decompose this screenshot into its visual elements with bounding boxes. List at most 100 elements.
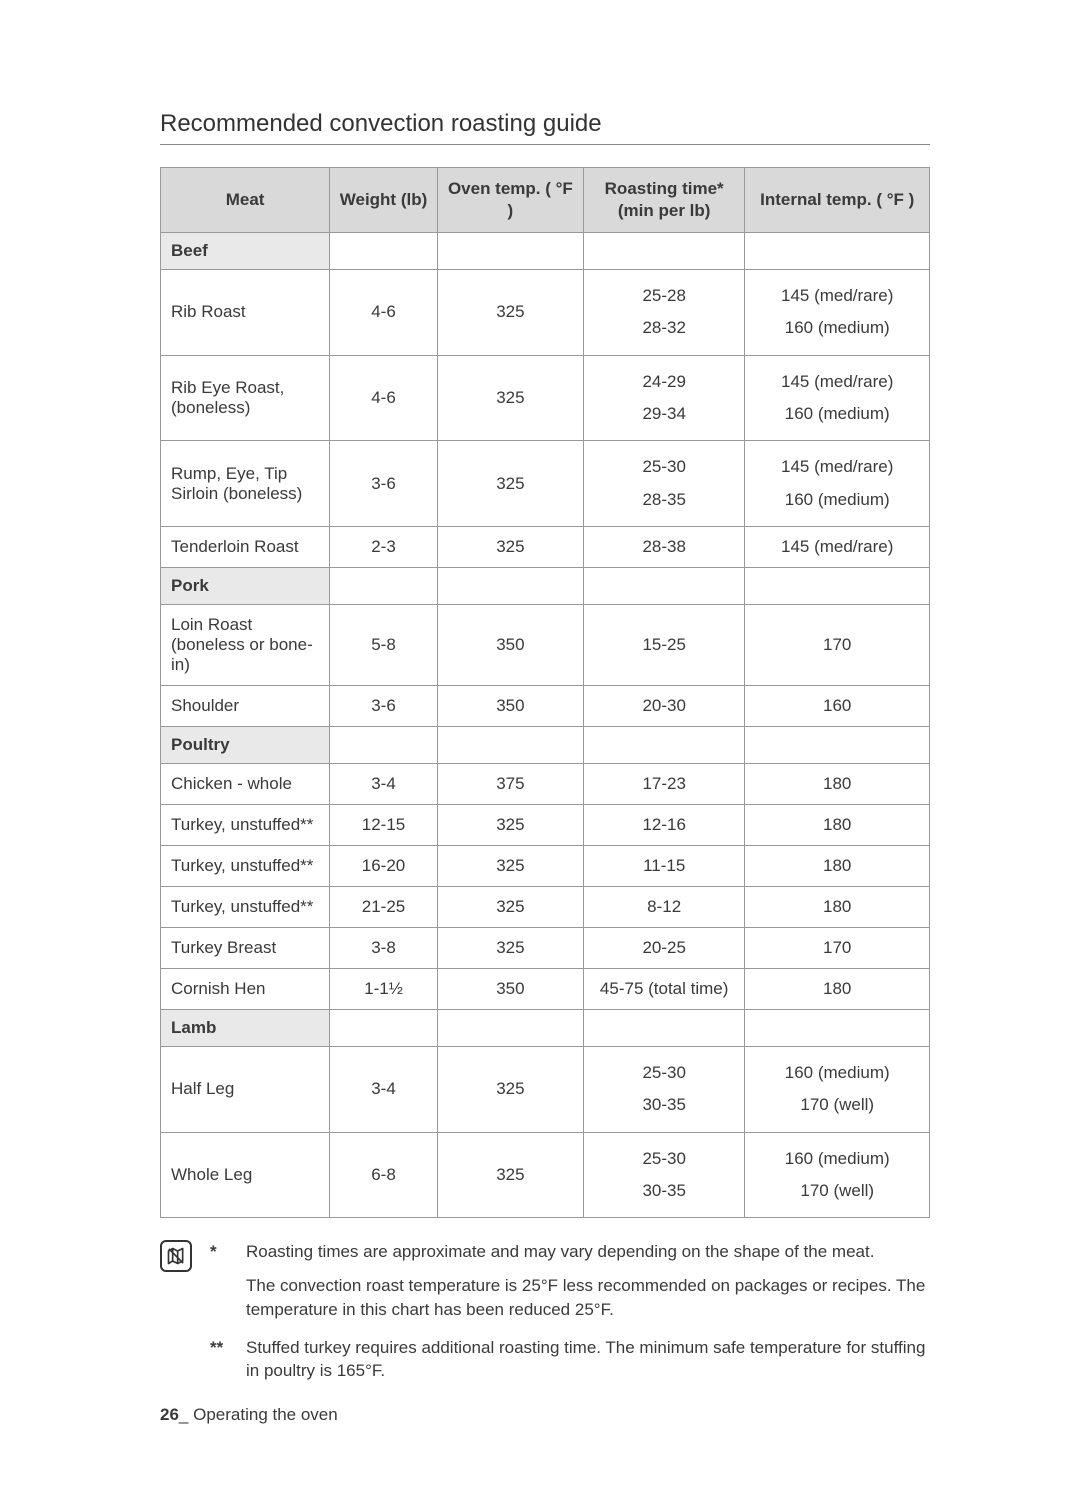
note-row-1: * Roasting times are approximate and may… <box>210 1240 930 1321</box>
page-footer: 26_ Operating the oven <box>160 1405 338 1425</box>
note-text-1a: Roasting times are approximate and may v… <box>246 1240 930 1264</box>
col-header-time: Roasting time* (min per lb) <box>583 168 744 233</box>
cell-oven: 325 <box>437 441 583 527</box>
cell-oven: 325 <box>437 927 583 968</box>
cell-meat: Half Leg <box>161 1046 330 1132</box>
col-header-oven: Oven temp. ( °F ) <box>437 168 583 233</box>
table-row: Rib Roast4-632525-28 28-32145 (med/rare)… <box>161 270 930 356</box>
table-row: Rump, Eye, Tip Sirloin (boneless)3-63252… <box>161 441 930 527</box>
cell-time: 45-75 (total time) <box>583 968 744 1009</box>
table-row: Turkey Breast3-832520-25170 <box>161 927 930 968</box>
category-row: Lamb <box>161 1009 930 1046</box>
cell-internal: 170 <box>745 604 930 685</box>
cell-weight: 2-3 <box>330 526 438 567</box>
cell-oven: 375 <box>437 763 583 804</box>
cell-weight: 4-6 <box>330 270 438 356</box>
table-row: Cornish Hen1-1½35045-75 (total time)180 <box>161 968 930 1009</box>
cell-internal: 170 <box>745 927 930 968</box>
cell-internal: 160 (medium) 170 (well) <box>745 1046 930 1132</box>
cell-time: 20-30 <box>583 685 744 726</box>
category-label: Poultry <box>161 726 330 763</box>
category-label: Pork <box>161 567 330 604</box>
cell-meat: Tenderloin Roast <box>161 526 330 567</box>
category-blank <box>583 1009 744 1046</box>
notes-body: * Roasting times are approximate and may… <box>210 1240 930 1397</box>
col-header-weight: Weight (lb) <box>330 168 438 233</box>
page-number: 26 <box>160 1405 179 1424</box>
table-row: Turkey, unstuffed**21-253258-12180 <box>161 886 930 927</box>
category-label: Lamb <box>161 1009 330 1046</box>
cell-meat: Turkey, unstuffed** <box>161 845 330 886</box>
table-row: Rib Eye Roast, (boneless)4-632524-29 29-… <box>161 355 930 441</box>
cell-weight: 3-6 <box>330 441 438 527</box>
table-header-row: Meat Weight (lb) Oven temp. ( °F ) Roast… <box>161 168 930 233</box>
cell-oven: 325 <box>437 1046 583 1132</box>
table-row: Tenderloin Roast2-332528-38145 (med/rare… <box>161 526 930 567</box>
category-blank <box>330 1009 438 1046</box>
cell-time: 25-30 28-35 <box>583 441 744 527</box>
category-blank <box>437 1009 583 1046</box>
cell-internal: 180 <box>745 886 930 927</box>
cell-internal: 180 <box>745 804 930 845</box>
category-blank <box>745 1009 930 1046</box>
category-blank <box>437 726 583 763</box>
table-row: Half Leg3-432525-30 30-35160 (medium) 17… <box>161 1046 930 1132</box>
note-text: Roasting times are approximate and may v… <box>246 1240 930 1321</box>
cell-meat: Rump, Eye, Tip Sirloin (boneless) <box>161 441 330 527</box>
category-blank <box>330 233 438 270</box>
cell-meat: Shoulder <box>161 685 330 726</box>
cell-meat: Turkey, unstuffed** <box>161 804 330 845</box>
cell-time: 28-38 <box>583 526 744 567</box>
category-blank <box>745 726 930 763</box>
cell-internal: 160 <box>745 685 930 726</box>
cell-weight: 21-25 <box>330 886 438 927</box>
notes-block: * Roasting times are approximate and may… <box>160 1240 930 1397</box>
category-label: Beef <box>161 233 330 270</box>
roasting-table: Meat Weight (lb) Oven temp. ( °F ) Roast… <box>160 167 930 1218</box>
note-text-2: Stuffed turkey requires additional roast… <box>246 1336 930 1384</box>
col-header-meat: Meat <box>161 168 330 233</box>
cell-weight: 5-8 <box>330 604 438 685</box>
category-row: Poultry <box>161 726 930 763</box>
cell-time: 25-28 28-32 <box>583 270 744 356</box>
cell-weight: 3-4 <box>330 763 438 804</box>
footer-label: Operating the oven <box>188 1405 337 1424</box>
cell-weight: 3-6 <box>330 685 438 726</box>
note-mark-2: ** <box>210 1336 232 1384</box>
category-blank <box>330 726 438 763</box>
cell-weight: 16-20 <box>330 845 438 886</box>
note-mark-1: * <box>210 1240 232 1321</box>
cell-oven: 350 <box>437 685 583 726</box>
category-blank <box>437 567 583 604</box>
note-text-1b: The convection roast temperature is 25°F… <box>246 1274 930 1322</box>
category-blank <box>583 233 744 270</box>
cell-internal: 180 <box>745 763 930 804</box>
cell-meat: Rib Roast <box>161 270 330 356</box>
cell-time: 24-29 29-34 <box>583 355 744 441</box>
cell-internal: 145 (med/rare) 160 (medium) <box>745 355 930 441</box>
category-blank <box>745 233 930 270</box>
cell-weight: 4-6 <box>330 355 438 441</box>
page-title: Recommended convection roasting guide <box>160 110 930 145</box>
table-row: Turkey, unstuffed**12-1532512-16180 <box>161 804 930 845</box>
cell-meat: Turkey Breast <box>161 927 330 968</box>
category-blank <box>583 567 744 604</box>
page-container: Recommended convection roasting guide Me… <box>0 0 1080 1457</box>
cell-oven: 350 <box>437 968 583 1009</box>
category-blank <box>437 233 583 270</box>
cell-time: 17-23 <box>583 763 744 804</box>
cell-internal: 180 <box>745 968 930 1009</box>
cell-oven: 325 <box>437 804 583 845</box>
cell-weight: 6-8 <box>330 1132 438 1218</box>
cell-time: 20-25 <box>583 927 744 968</box>
cell-meat: Turkey, unstuffed** <box>161 886 330 927</box>
cell-internal: 160 (medium) 170 (well) <box>745 1132 930 1218</box>
cell-oven: 325 <box>437 886 583 927</box>
category-row: Beef <box>161 233 930 270</box>
cell-time: 12-16 <box>583 804 744 845</box>
cell-oven: 350 <box>437 604 583 685</box>
category-blank <box>745 567 930 604</box>
cell-meat: Rib Eye Roast, (boneless) <box>161 355 330 441</box>
table-row: Turkey, unstuffed**16-2032511-15180 <box>161 845 930 886</box>
table-row: Loin Roast (boneless or bone-in)5-835015… <box>161 604 930 685</box>
